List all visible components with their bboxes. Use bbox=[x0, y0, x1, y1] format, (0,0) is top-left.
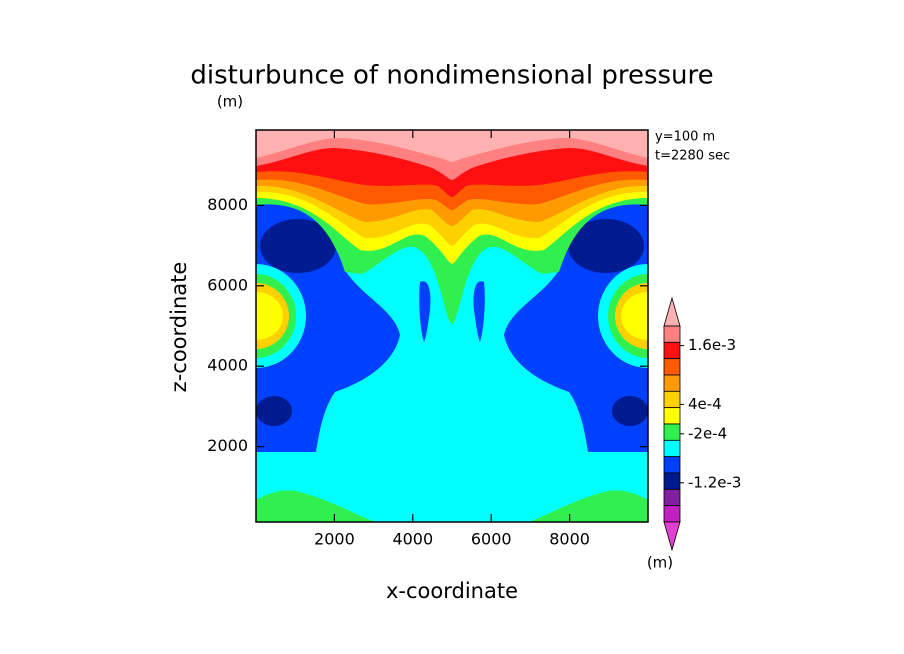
colorbar-tick-label: 1.6e-3 bbox=[688, 336, 736, 354]
colorbar-box bbox=[663, 456, 681, 474]
colorbar-box bbox=[663, 472, 681, 490]
y-tick-label: 6000 bbox=[207, 275, 248, 294]
colorbar-extend bbox=[663, 521, 681, 552]
colorbar-tick-label: -2e-4 bbox=[688, 424, 727, 442]
colorbar-unit: (m) bbox=[647, 554, 673, 572]
colorbar-box bbox=[663, 374, 681, 392]
colorbar-box bbox=[663, 439, 681, 458]
colorbar-box bbox=[663, 358, 681, 376]
y-tick-label: 4000 bbox=[207, 356, 248, 375]
annotation: t=2280 sec bbox=[655, 149, 730, 164]
x-tick-label: 2000 bbox=[314, 530, 355, 549]
contour-field bbox=[256, 130, 648, 522]
y-axis-label: z-coordinate bbox=[167, 262, 191, 393]
chart-title: disturbunce of nondimensional pressure bbox=[190, 61, 713, 91]
plot-frame bbox=[255, 129, 649, 523]
colorbar-tick-label: 4e-4 bbox=[688, 395, 722, 413]
colorbar-tick-label: -1.2e-3 bbox=[688, 473, 741, 491]
y-tick-label: 2000 bbox=[207, 436, 248, 455]
colorbar-box bbox=[663, 407, 681, 425]
colorbar-box bbox=[663, 390, 681, 409]
x-tick-label: 4000 bbox=[392, 530, 433, 549]
colorbar-box bbox=[663, 505, 681, 523]
x-tick-label: 8000 bbox=[549, 530, 590, 549]
x-tick-label: 6000 bbox=[471, 530, 512, 549]
annotation: y=100 m bbox=[655, 130, 715, 145]
x-axis-label: x-coordinate bbox=[386, 579, 518, 603]
colorbar-extend bbox=[663, 296, 681, 327]
colorbar-box bbox=[663, 341, 681, 360]
y-unit: (m) bbox=[217, 93, 243, 111]
colorbar-box bbox=[663, 488, 681, 507]
y-tick-label: 8000 bbox=[207, 195, 248, 214]
colorbar-box bbox=[663, 325, 681, 343]
colorbar-box bbox=[663, 423, 681, 441]
